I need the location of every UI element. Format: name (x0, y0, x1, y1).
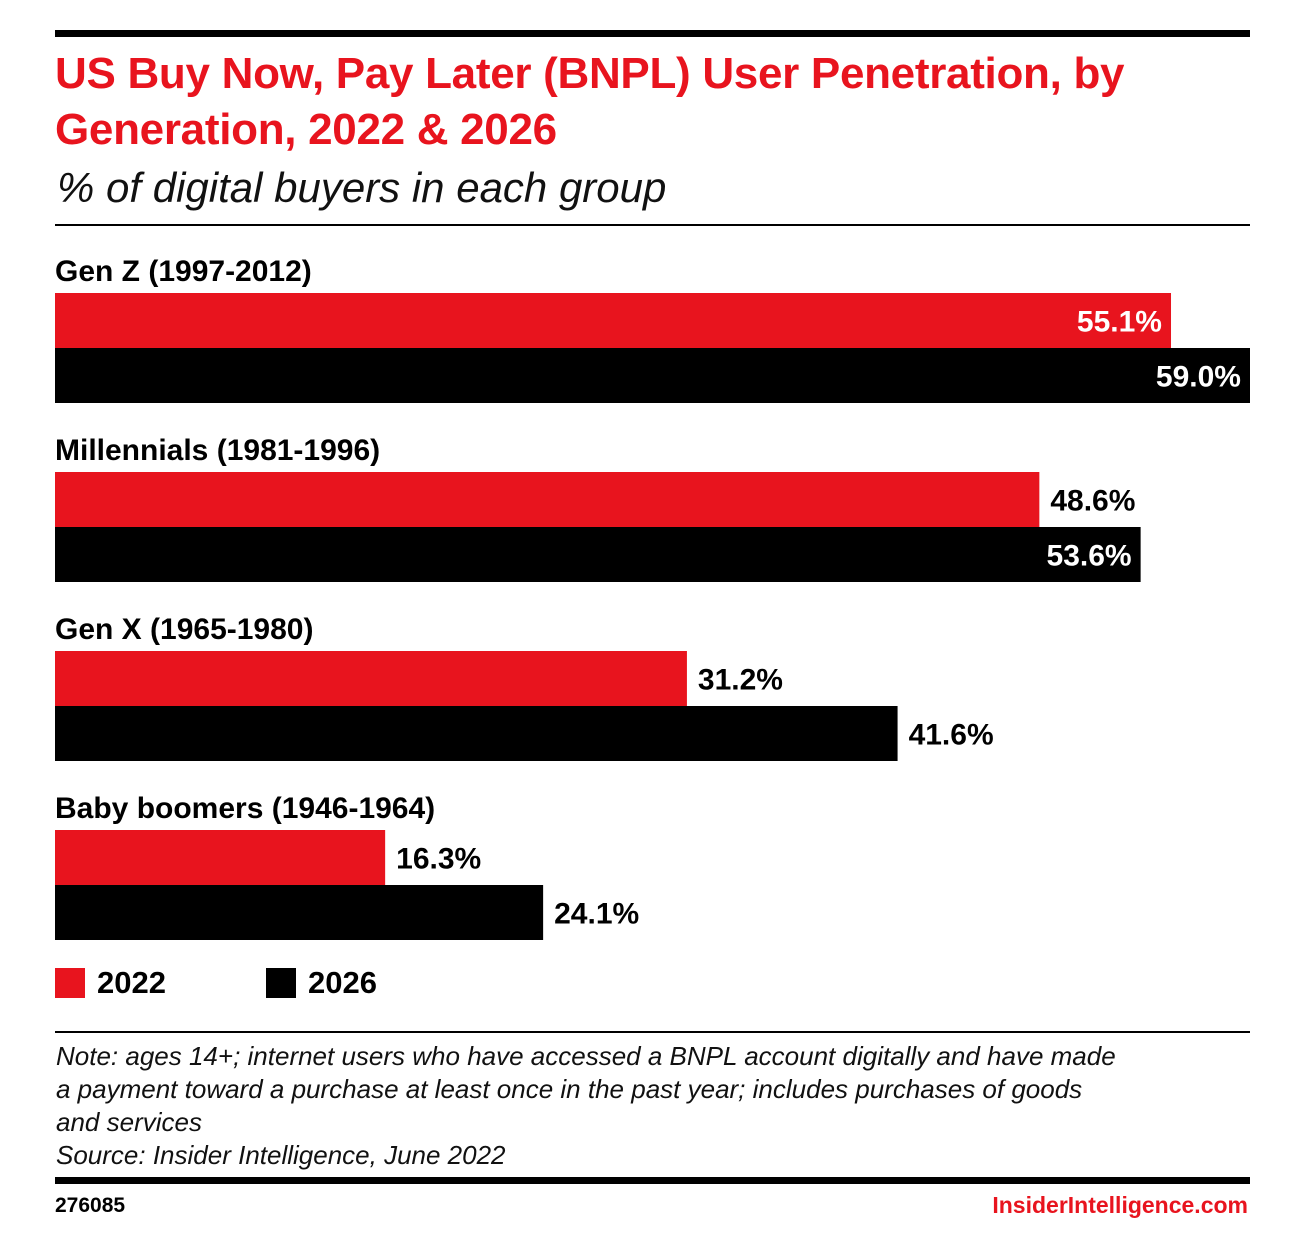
note-line: a payment toward a purchase at least onc… (56, 1074, 1083, 1104)
category-label: Baby boomers (1946-1964) (55, 792, 435, 825)
data-label-2022: 48.6% (1050, 485, 1135, 518)
bar-2026 (55, 348, 1250, 403)
top-rule (55, 30, 1250, 37)
legend-swatch-2026 (266, 968, 296, 998)
legend-label-2026: 2026 (308, 965, 377, 1000)
chart-note: Note: ages 14+; internet users who have … (56, 1040, 1251, 1172)
bar-2022 (55, 293, 1172, 348)
data-label-2026: 53.6% (1047, 540, 1132, 573)
data-label-2026: 41.6% (909, 719, 994, 752)
legend-label-2022: 2022 (97, 965, 166, 1000)
category-label: Millennials (1981-1996) (55, 434, 380, 467)
bar-2022 (55, 651, 687, 706)
bar-2026 (55, 706, 898, 761)
note-line: Note: ages 14+; internet users who have … (56, 1041, 1116, 1071)
category-label: Gen Z (1997-2012) (55, 255, 312, 288)
legend-swatch-2022 (55, 968, 85, 998)
bar-2022 (55, 830, 386, 885)
chart-subtitle: % of digital buyers in each group (57, 164, 667, 211)
footer-rule (55, 1177, 1250, 1184)
data-label-2022: 16.3% (396, 843, 481, 876)
source-line: Source: Insider Intelligence, June 2022 (56, 1140, 506, 1170)
bar-chart: Gen Z (1997-2012) 55.1% 59.0% Millennials (… (55, 255, 1250, 940)
category-label: Gen X (1965-1980) (55, 613, 313, 646)
legend-item-2026: 2026 (266, 965, 377, 1000)
note-rule (55, 1031, 1250, 1033)
note-line: and services (56, 1107, 202, 1137)
bar-2026 (55, 527, 1141, 582)
chart-title: US Buy Now, Pay Later (BNPL) User Penetr… (55, 49, 1125, 154)
data-label-2022: 55.1% (1077, 306, 1162, 339)
data-label-2022: 31.2% (698, 664, 783, 697)
subtitle-rule (55, 224, 1250, 226)
data-label-2026: 59.0% (1156, 361, 1241, 394)
data-label-2026: 24.1% (554, 898, 639, 931)
brand-link[interactable]: InsiderIntelligence.com (992, 1192, 1248, 1218)
bar-2022 (55, 472, 1040, 527)
legend-item-2022: 2022 (55, 965, 166, 1000)
bar-2026 (55, 885, 544, 940)
chart-id: 276085 (55, 1194, 126, 1217)
